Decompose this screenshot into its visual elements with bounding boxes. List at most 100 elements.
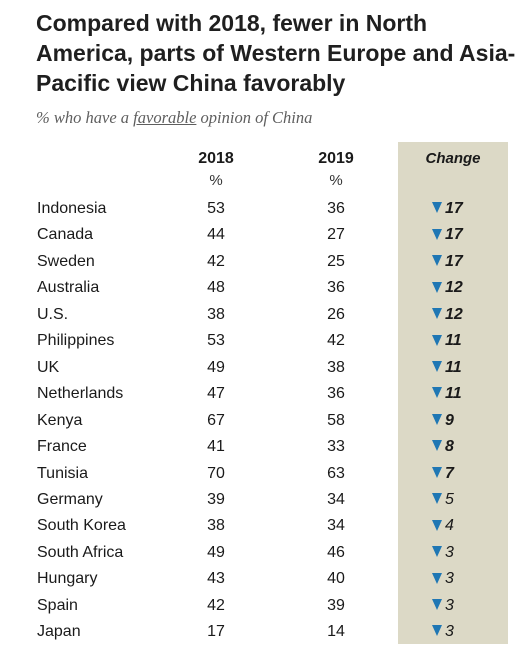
value-2019: 14 (327, 623, 345, 641)
table-row: U.S. 38 26 12 (0, 302, 530, 328)
value-2018: 44 (207, 226, 225, 244)
down-triangle-icon (432, 255, 442, 267)
down-triangle-icon (432, 281, 442, 293)
change-value: 5 (432, 487, 454, 513)
change-number: 9 (445, 411, 454, 429)
down-triangle-icon (432, 228, 442, 240)
change-number: 7 (445, 464, 454, 482)
table-row: Tunisia 70 63 7 (0, 461, 530, 487)
change-value: 3 (432, 619, 454, 645)
table-row: Hungary 43 40 3 (0, 566, 530, 592)
country-label: South Africa (37, 543, 124, 561)
down-triangle-icon (432, 625, 442, 637)
value-2018: 70 (207, 464, 225, 482)
country-label: Spain (37, 596, 78, 614)
down-triangle-icon (432, 519, 442, 531)
change-value: 12 (432, 302, 463, 328)
down-triangle-icon (432, 334, 442, 346)
down-triangle-icon (432, 466, 442, 478)
change-number: 3 (445, 543, 454, 561)
value-2019: 26 (327, 305, 345, 323)
table-row: Spain 42 39 3 (0, 593, 530, 619)
country-label: Sweden (37, 252, 95, 270)
value-2018: 42 (207, 252, 225, 270)
down-triangle-icon (432, 387, 442, 399)
change-value: 12 (432, 275, 463, 301)
change-value: 4 (432, 513, 454, 539)
table-row: Indonesia 53 36 17 (0, 196, 530, 222)
change-number: 3 (445, 596, 454, 614)
value-2018: 48 (207, 279, 225, 297)
change-number: 11 (445, 332, 462, 350)
column-header-2018: 2018 (198, 150, 234, 167)
down-triangle-icon (432, 202, 442, 214)
value-2018: 38 (207, 305, 225, 323)
subtitle-prefix: % who have a (36, 108, 134, 127)
table-row: Sweden 42 25 17 (0, 249, 530, 275)
change-number: 4 (445, 517, 454, 535)
country-label: South Korea (37, 517, 126, 535)
column-header-2019: 2019 (318, 150, 354, 167)
table-row: Netherlands 47 36 11 (0, 381, 530, 407)
value-2019: 38 (327, 358, 345, 376)
table-row: Kenya 67 58 9 (0, 408, 530, 434)
down-triangle-icon (432, 546, 442, 558)
country-label: U.S. (37, 305, 69, 323)
change-number: 12 (445, 305, 463, 323)
value-2019: 40 (327, 570, 345, 588)
down-triangle-icon (432, 308, 442, 320)
country-label: Japan (37, 623, 81, 641)
change-value: 17 (432, 196, 463, 222)
table-row: South Korea 38 34 4 (0, 513, 530, 539)
country-label: Canada (37, 226, 94, 244)
value-2018: 49 (207, 543, 225, 561)
value-2019: 36 (327, 200, 345, 217)
value-2019: 36 (327, 279, 345, 297)
down-triangle-icon (432, 360, 442, 372)
table-row: UK 49 38 11 (0, 355, 530, 381)
value-2019: 27 (327, 226, 345, 244)
table-row: France 41 33 8 (0, 434, 530, 460)
table-row: Philippines 53 42 11 (0, 328, 530, 354)
country-label: Kenya (37, 411, 83, 429)
value-2018: 42 (207, 596, 225, 614)
value-2019: 33 (327, 438, 345, 456)
value-2019: 63 (327, 464, 345, 482)
change-number: 17 (445, 252, 463, 270)
value-2018: 17 (207, 623, 225, 641)
change-number: 5 (445, 490, 454, 508)
country-label: Indonesia (37, 200, 107, 217)
table-row: Australia 48 36 12 (0, 275, 530, 301)
change-value: 7 (432, 461, 454, 487)
subtitle-suffix: opinion of China (196, 108, 313, 127)
table-row: South Africa 49 46 3 (0, 540, 530, 566)
country-label: Germany (37, 490, 103, 508)
value-2019: 36 (327, 385, 345, 403)
change-value: 3 (432, 593, 454, 619)
change-number: 12 (445, 279, 463, 297)
country-label: Philippines (37, 332, 115, 350)
change-value: 11 (432, 328, 462, 354)
country-label: Tunisia (37, 464, 88, 482)
value-2019: 34 (327, 490, 345, 508)
down-triangle-icon (432, 493, 442, 505)
value-2019: 42 (327, 332, 345, 350)
down-triangle-icon (432, 440, 442, 452)
change-value: 11 (432, 381, 462, 407)
change-column-background (398, 142, 508, 644)
table-row: Canada 44 27 17 (0, 222, 530, 248)
change-number: 8 (445, 438, 454, 456)
change-value: 9 (432, 408, 454, 434)
chart-title: Compared with 2018, fewer in North Ameri… (36, 10, 516, 96)
change-number: 11 (445, 385, 462, 403)
value-2019: 58 (327, 411, 345, 429)
value-2019: 34 (327, 517, 345, 535)
country-label: Australia (37, 279, 100, 297)
change-value: 8 (432, 434, 454, 460)
change-value: 11 (432, 355, 462, 381)
unit-label-2018: % (209, 172, 223, 189)
change-number: 3 (445, 623, 454, 641)
unit-label-2019: % (329, 172, 343, 189)
country-label: UK (37, 358, 60, 376)
